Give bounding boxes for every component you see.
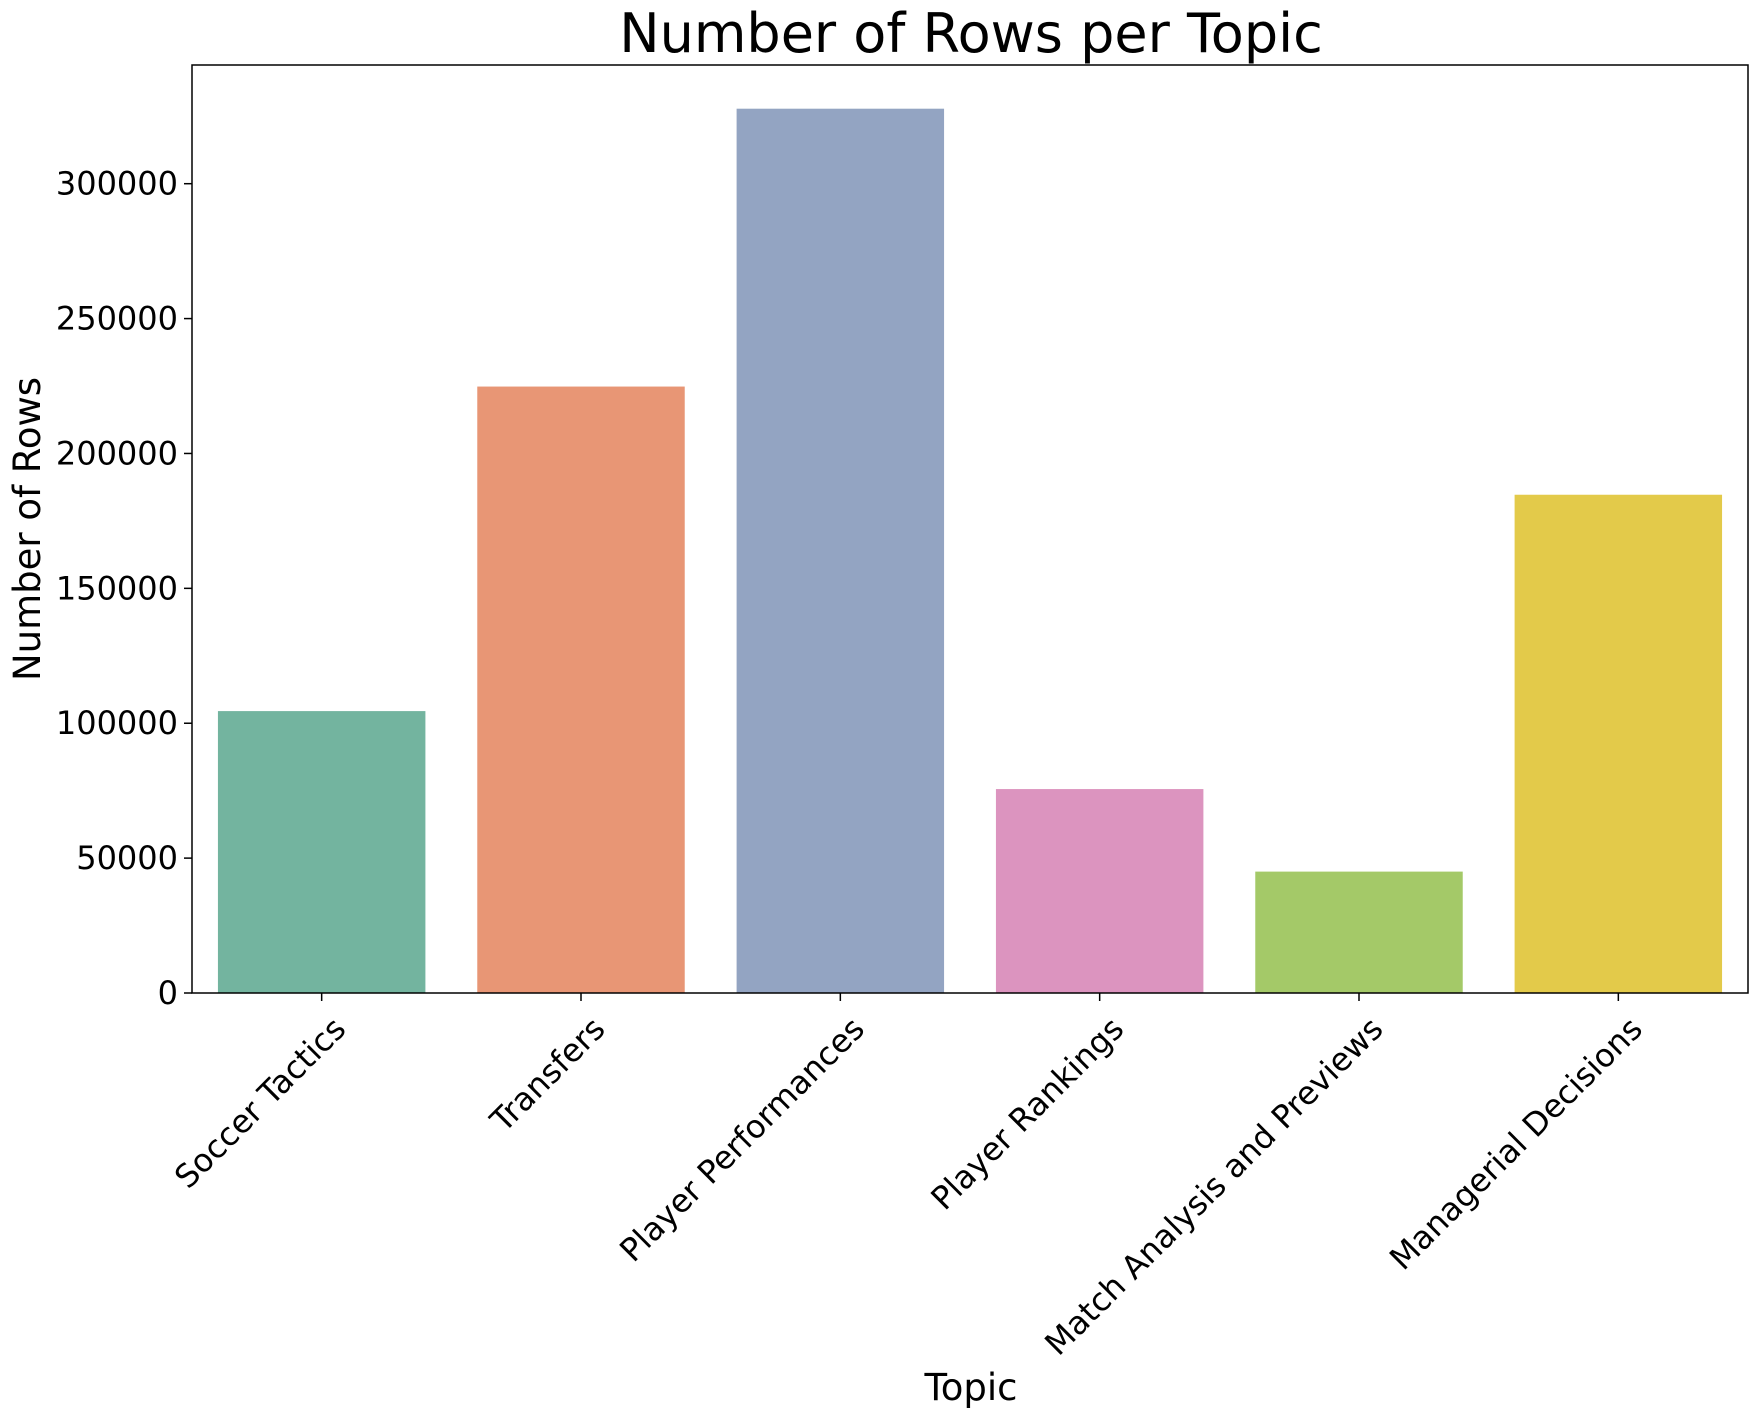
- y-tick-label: 0: [158, 974, 178, 1012]
- bar-transfers: [477, 386, 685, 993]
- bar-managerial-decisions: [1514, 494, 1723, 993]
- y-tick-label: 50000: [76, 839, 178, 877]
- x-tick-label: Soccer Tactics: [167, 1010, 353, 1196]
- y-axis: 0 50000 100000 150000 200000 250000 300000: [56, 165, 192, 1012]
- y-tick-label: 100000: [56, 704, 178, 742]
- x-tick-label: Player Rankings: [923, 1010, 1131, 1218]
- x-tick-label: Managerial Decisions: [1382, 1010, 1650, 1278]
- plot-frame: [191, 64, 1749, 994]
- bar-player-rankings: [995, 789, 1204, 993]
- y-tick-label: 200000: [56, 434, 178, 472]
- y-axis-label: Number of Rows: [6, 377, 49, 681]
- bar-player-performances: [736, 108, 945, 993]
- y-tick-label: 250000: [56, 300, 178, 338]
- bar-soccer-tactics: [217, 711, 426, 993]
- x-axis-label: Topic: [923, 1366, 1017, 1409]
- x-tick-label: Player Performances: [612, 1010, 872, 1270]
- bars-group: [217, 108, 1723, 993]
- bar-match-analysis-and-previews: [1255, 871, 1463, 993]
- x-axis: Soccer Tactics Transfers Player Performanc…: [167, 993, 1650, 1363]
- x-tick-label: Transfers: [482, 1010, 612, 1140]
- y-tick-label: 300000: [56, 165, 178, 203]
- y-tick-label: 150000: [56, 569, 178, 607]
- chart-title: Number of Rows per Topic: [619, 2, 1323, 65]
